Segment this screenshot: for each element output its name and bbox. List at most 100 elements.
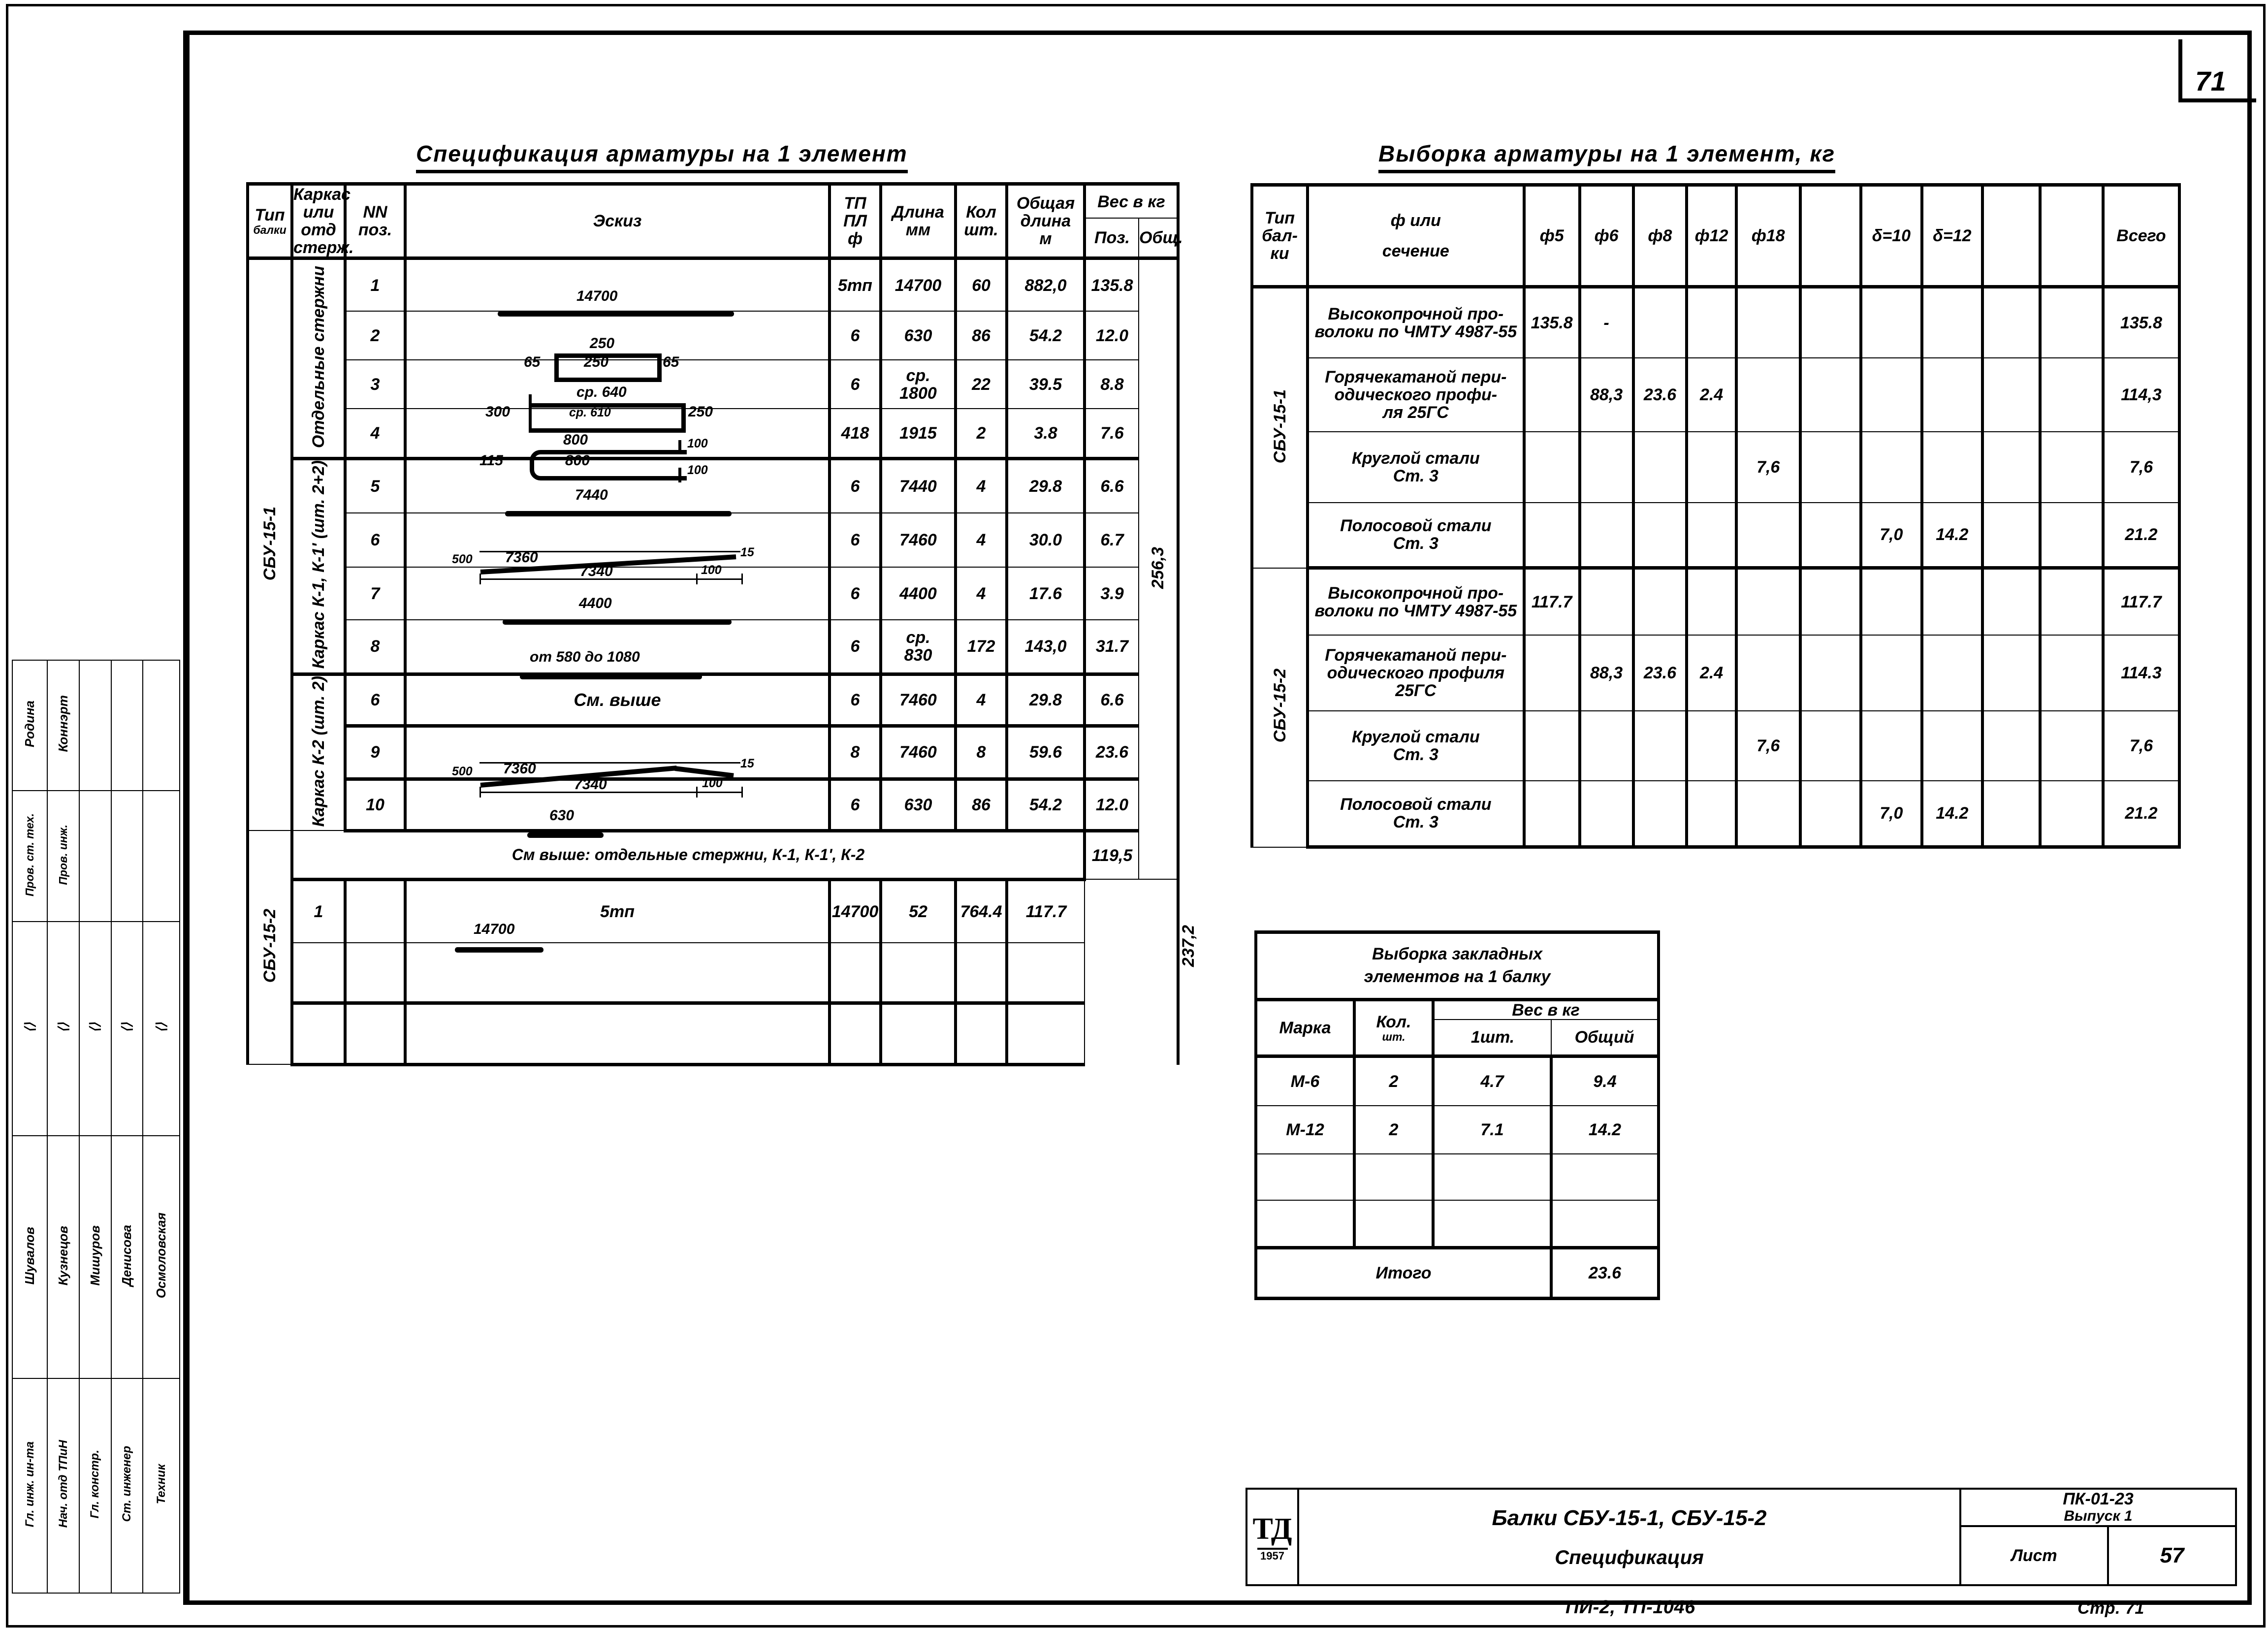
col-header-tp-pl-f: ТП ПЛ ф: [828, 182, 881, 259]
check-name-rodina: Родина: [11, 659, 48, 792]
value-total: 7,6: [2102, 431, 2181, 503]
drawing-number-cell: ПК-01-23 Выпуск 1: [1959, 1488, 2237, 1527]
col-header-ves-v-kg: Вес в кг: [1083, 182, 1180, 219]
value-d6: [1578, 431, 1634, 503]
col-header-d6: ф6: [1578, 183, 1634, 287]
dim-tick: [479, 573, 481, 584]
sketch-label: 100: [687, 436, 708, 450]
col-header-delta12: δ=12: [1920, 183, 1983, 287]
row-nn: 7: [344, 566, 406, 621]
value-delta12: [1920, 567, 1983, 636]
col-header-1sht: 1шт.: [1432, 1019, 1552, 1057]
col-header-tip-balki: Тип бал- ки: [1250, 183, 1309, 287]
col-header-d18: ф18: [1734, 183, 1801, 287]
value-blank-1: [1798, 502, 1862, 570]
value-d8: 23.6: [1631, 357, 1688, 432]
cell-ves-1sht: 7.1: [1432, 1105, 1552, 1155]
cell-marka: М-6: [1254, 1054, 1355, 1107]
cell-kol: [1353, 1153, 1434, 1201]
cell-poz: 23.6: [1083, 724, 1139, 780]
sketch-cell: 250 250 65 65: [404, 311, 830, 382]
value-d8: [1631, 780, 1688, 849]
value-d6: [1578, 502, 1634, 570]
dim-tick: [696, 573, 698, 584]
value-d12: [1685, 285, 1737, 358]
vyborka-armatury-table: Тип бал- ки ф или сечение ф5 ф6 ф8 ф12 ф…: [1250, 183, 2181, 849]
zakladnye-elementy-table: Выборка закладных элементов на 1 балку М…: [1254, 930, 1661, 1301]
cell-dlina: 630: [879, 311, 956, 361]
sketch-label: 100: [702, 776, 723, 791]
group-sbu-15-1: СБУ-15-1: [246, 256, 292, 831]
value-blank-1: [1798, 780, 1862, 849]
value-d6: -: [1578, 285, 1634, 358]
value-d6: [1578, 567, 1634, 636]
cell-total-sbu-15-1: 256,3: [1138, 256, 1180, 880]
rebar-bar: [498, 311, 734, 317]
cell-kol: 2: [954, 408, 1007, 459]
blank-cell: [828, 1001, 881, 1066]
cell-kol: 22: [954, 359, 1007, 410]
cell-tp: 5тп: [828, 256, 881, 312]
blank-cell: [142, 790, 180, 922]
rebar-rect: [554, 353, 662, 382]
value-d12: [1685, 710, 1737, 781]
drawing-number: ПК-01-23: [2063, 1490, 2134, 1509]
name-denisova: Денисова: [110, 1135, 144, 1379]
cell-dlina: 14700: [879, 256, 956, 312]
value-blank-3: [2039, 710, 2104, 781]
cell-kol: 8: [954, 724, 1007, 780]
group-sbu-15-2: СБУ-15-2: [246, 830, 292, 1065]
cell-kol: 4: [954, 457, 1007, 513]
row-nn: 5: [344, 457, 406, 513]
sketch-label: от 580 до 1080: [530, 648, 640, 665]
value-d18: [1734, 780, 1801, 849]
value-delta10: [1859, 635, 1922, 711]
material-name: Высокопрочной про- волоки по ЧМТУ 4987-5…: [1306, 285, 1525, 358]
cell-obshaya: 29.8: [1005, 457, 1085, 513]
blank-cell: [954, 942, 1007, 1004]
cell-obshaya: 30.0: [1005, 512, 1085, 568]
name-osmolovskaya: Осмоловская: [142, 1135, 180, 1379]
sketch-cell: 7440: [404, 457, 830, 516]
signature-mishurov: ⟨⟩: [78, 921, 112, 1137]
sketch-label: 7360: [505, 549, 538, 566]
value-d5: [1522, 635, 1580, 711]
sheet-label: Лист: [1959, 1525, 2109, 1586]
sketch-label: 300: [485, 403, 511, 420]
col-header-delta10: δ=10: [1859, 183, 1922, 287]
value-d18: [1734, 567, 1801, 636]
dim-line-bottom: [479, 792, 743, 794]
blank-cell: [290, 1001, 346, 1066]
col-header-kol: Кол шт.: [954, 182, 1007, 259]
cell-dlina: ср. 830: [879, 619, 956, 675]
organization-stamp: ТД 1957: [1246, 1488, 1299, 1586]
note-see-above: См выше: отдельные стержни, К-1, К-1', К…: [290, 830, 1085, 880]
cell-obshaya: 29.8: [1005, 672, 1085, 727]
name-mishurov: Мишуров: [78, 1135, 112, 1379]
value-blank-3: [2039, 431, 2104, 503]
value-delta10: [1859, 567, 1922, 636]
sketch-label: 800: [563, 431, 588, 448]
sketch-label: 7360: [503, 761, 536, 777]
col-header-blank-1: [1798, 183, 1862, 287]
cell-dlina: 1915: [879, 408, 956, 459]
value-d18: [1734, 357, 1801, 432]
row-nn: 6: [344, 672, 406, 727]
cell-obshaya: 59.6: [1005, 724, 1085, 780]
sketch-cell: 800 800 115 100 100: [404, 408, 830, 482]
project-code: ПИ-2, ТП-1046: [1565, 1597, 1695, 1618]
cell-marka: [1254, 1153, 1355, 1201]
sketch-cell: 630: [404, 777, 830, 838]
blank-cell: [344, 942, 406, 1004]
cell-kol: 4: [954, 566, 1007, 621]
note-poz-value: 119,5: [1083, 830, 1139, 880]
zakladnye-title: Выборка закладных элементов на 1 балку: [1254, 930, 1661, 1000]
cell-poz: 6.6: [1083, 457, 1139, 513]
sketch-label: 630: [549, 807, 575, 824]
blank-cell: [954, 1001, 1007, 1066]
role-gl-konstr: Гл. констр.: [78, 1378, 112, 1594]
sketch-label: 14700: [474, 921, 515, 937]
material-name: Полосовой стали Ст. 3: [1306, 502, 1525, 570]
cell-tp: 6: [828, 672, 881, 727]
drawing-title-line1: Балки СБУ-15-1, СБУ-15-2: [1492, 1506, 1767, 1531]
